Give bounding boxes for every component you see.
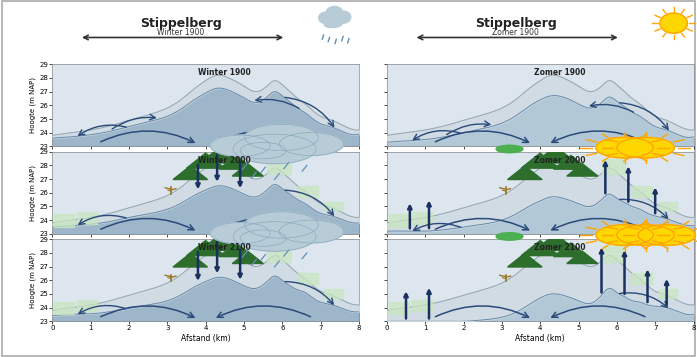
Text: Zomer 2000: Zomer 2000 — [534, 156, 585, 165]
Circle shape — [240, 142, 286, 159]
Polygon shape — [553, 155, 588, 169]
Bar — [324, 289, 344, 299]
Circle shape — [324, 12, 344, 27]
Polygon shape — [173, 253, 208, 267]
Text: Zomer 1900: Zomer 1900 — [492, 29, 539, 37]
Bar — [77, 300, 98, 312]
Bar — [267, 159, 292, 175]
Bar — [659, 202, 678, 211]
Circle shape — [617, 137, 674, 158]
Circle shape — [233, 222, 316, 251]
Circle shape — [596, 137, 653, 158]
Ellipse shape — [496, 145, 523, 153]
Bar — [659, 289, 678, 299]
Y-axis label: Hoogte (m NAP): Hoogte (m NAP) — [30, 165, 36, 221]
Polygon shape — [200, 234, 242, 250]
Y-axis label: Hoogte (m NAP): Hoogte (m NAP) — [30, 252, 36, 308]
Bar — [632, 273, 653, 286]
Bar — [389, 302, 410, 315]
Circle shape — [245, 124, 319, 151]
Circle shape — [279, 132, 344, 156]
Circle shape — [279, 220, 344, 243]
Polygon shape — [232, 164, 263, 176]
Bar — [324, 202, 344, 211]
Circle shape — [596, 225, 653, 245]
Polygon shape — [232, 251, 263, 263]
Circle shape — [210, 135, 270, 156]
Bar — [602, 159, 627, 175]
Polygon shape — [535, 234, 576, 250]
Bar — [77, 212, 98, 225]
Polygon shape — [507, 253, 542, 267]
Polygon shape — [535, 146, 576, 163]
Polygon shape — [187, 153, 224, 168]
Circle shape — [638, 225, 696, 245]
Bar — [267, 246, 292, 263]
Circle shape — [324, 19, 335, 27]
Text: Stippelberg: Stippelberg — [140, 17, 222, 30]
Ellipse shape — [496, 233, 523, 240]
Bar — [389, 214, 410, 228]
Circle shape — [660, 13, 687, 33]
Polygon shape — [553, 243, 588, 257]
Polygon shape — [219, 243, 254, 257]
Polygon shape — [507, 166, 542, 180]
Circle shape — [335, 11, 351, 23]
Polygon shape — [521, 153, 559, 168]
Text: Winter 2000: Winter 2000 — [199, 156, 251, 165]
X-axis label: Afstand (km): Afstand (km) — [515, 334, 565, 343]
Polygon shape — [567, 164, 598, 176]
Bar — [602, 246, 627, 263]
Text: Zomer 2100: Zomer 2100 — [534, 243, 585, 252]
Bar — [298, 273, 319, 286]
Circle shape — [617, 225, 674, 245]
Circle shape — [240, 230, 286, 246]
X-axis label: Afstand (km): Afstand (km) — [181, 334, 231, 343]
Circle shape — [233, 134, 316, 164]
Text: Winter 2100: Winter 2100 — [199, 243, 251, 252]
Bar — [54, 302, 75, 315]
Bar — [412, 300, 433, 312]
Polygon shape — [521, 241, 559, 256]
Circle shape — [210, 222, 270, 244]
Bar — [412, 212, 433, 225]
Polygon shape — [173, 166, 208, 180]
Circle shape — [326, 6, 343, 20]
Bar — [298, 186, 319, 198]
Bar — [54, 214, 75, 228]
Polygon shape — [200, 146, 242, 163]
Circle shape — [319, 12, 333, 24]
Y-axis label: Hoogte (m NAP): Hoogte (m NAP) — [30, 77, 36, 133]
Circle shape — [245, 212, 319, 238]
Text: Winter 1900: Winter 1900 — [158, 29, 205, 37]
Polygon shape — [187, 241, 224, 256]
Text: Stippelberg: Stippelberg — [475, 17, 556, 30]
Polygon shape — [567, 251, 598, 263]
Bar — [632, 186, 653, 198]
Text: Zomer 1900: Zomer 1900 — [534, 69, 585, 77]
Polygon shape — [219, 155, 254, 169]
Text: Winter 1900: Winter 1900 — [199, 69, 251, 77]
